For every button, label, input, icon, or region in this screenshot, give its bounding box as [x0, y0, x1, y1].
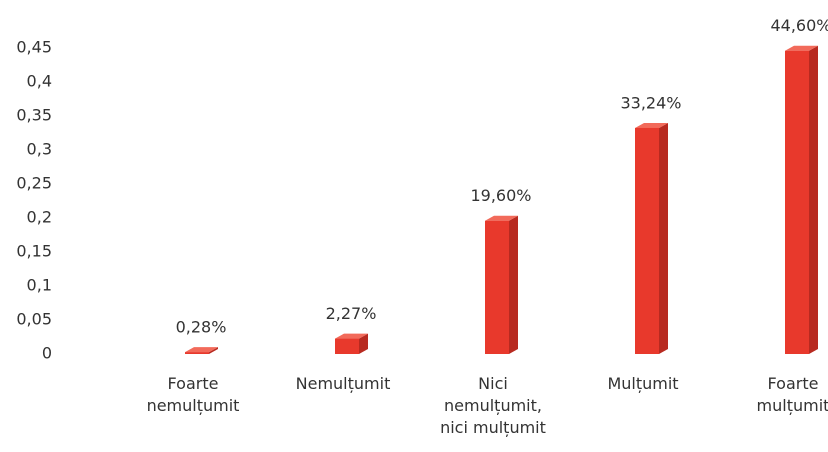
data-label: 2,27% — [326, 304, 377, 323]
bar — [485, 220, 509, 354]
y-tick-label: 0,05 — [16, 310, 52, 329]
y-tick-label: 0 — [42, 344, 52, 363]
y-tick-label: 0,3 — [27, 140, 52, 159]
y-tick-label: 0,1 — [27, 276, 52, 295]
y-tick-label: 0,35 — [16, 106, 52, 125]
bar — [785, 50, 809, 354]
bar-top — [485, 215, 518, 221]
bar-top — [635, 122, 668, 128]
x-tick-label: Nemulțumit — [295, 374, 391, 393]
bar — [185, 352, 209, 354]
y-tick-label: 0,25 — [16, 174, 52, 193]
y-tick-label: 0,4 — [27, 72, 52, 91]
x-tick-label: Nici nemulțumit, nici mulțumit — [440, 374, 546, 437]
bar-side — [809, 45, 818, 354]
y-tick-label: 0,15 — [16, 242, 52, 261]
y-tick-label: 0,2 — [27, 208, 52, 227]
bar — [635, 127, 659, 354]
data-label: 44,60% — [770, 16, 828, 35]
bar — [335, 338, 359, 354]
bar-side — [509, 215, 518, 354]
bar-top — [785, 45, 818, 51]
x-tick-label: Mulțumit — [607, 374, 679, 393]
data-label: 19,60% — [470, 186, 531, 205]
data-label: 0,28% — [176, 318, 227, 337]
data-label: 33,24% — [620, 93, 681, 112]
x-tick-label: Foarte nemulțumit — [146, 374, 240, 415]
bar-side — [659, 122, 668, 354]
bar-top — [335, 333, 368, 339]
x-tick-label: Foarte mulțumit — [756, 374, 828, 415]
y-tick-label: 0,45 — [16, 38, 52, 57]
bar-side — [359, 333, 368, 354]
bar-top — [185, 347, 218, 353]
bar-side — [209, 347, 218, 354]
